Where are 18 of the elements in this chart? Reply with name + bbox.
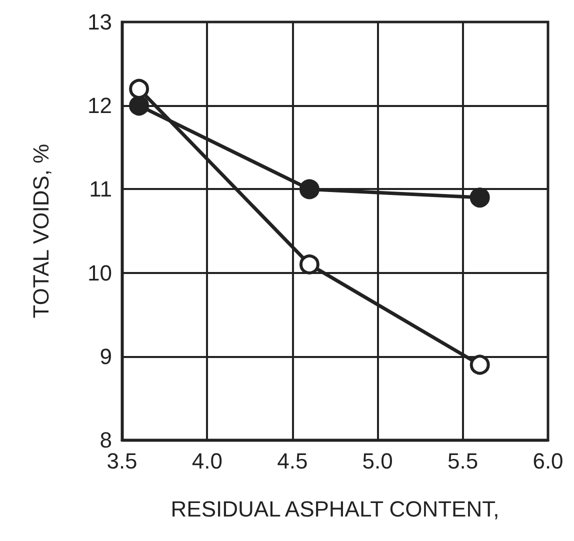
point (299, 179, 320, 200)
x-axis-title: RESIDUAL ASPHALT CONTENT, (170, 496, 500, 522)
point (470, 354, 490, 375)
y-tick-label: 9 (100, 344, 112, 369)
point (299, 254, 320, 274)
x-tick-label: 5.0 (362, 448, 393, 474)
y-axis-title: TOTAL VOIDS, % (28, 144, 54, 318)
point (470, 188, 490, 208)
x-tick-label: 4.0 (192, 448, 222, 474)
x-tick-label: 6.0 (532, 448, 564, 474)
y-tick-label: 10 (88, 260, 112, 286)
point (129, 96, 150, 116)
y-tick-label: 11 (89, 176, 112, 202)
y-tick-label: 13 (88, 10, 112, 34)
x-tick-label: 5.5 (448, 448, 478, 474)
point (129, 78, 150, 99)
x-tick-label: 4.5 (277, 448, 308, 474)
y-tick-label: 12 (88, 93, 112, 118)
